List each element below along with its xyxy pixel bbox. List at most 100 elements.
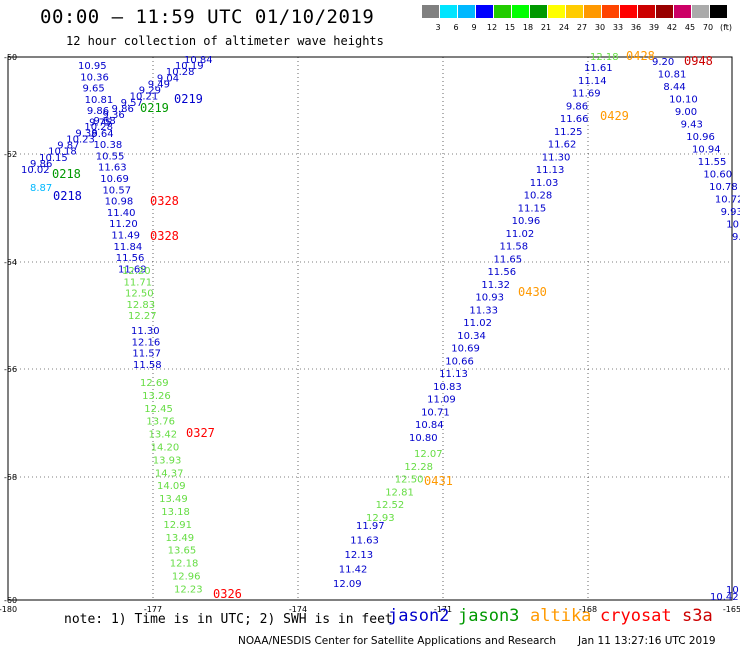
wave-height-reading: 11.84 [114,242,143,253]
wave-height-reading: 9.38 [75,128,97,139]
wave-height-reading: 13.49 [166,533,195,544]
wave-height-reading: 10.78 [709,182,738,193]
wave-height-reading: 10.23 [66,134,95,145]
wave-height-reading: 9.36 [103,110,125,121]
wave-height-reading: 13.42 [149,430,178,441]
wave-height-reading: 11.03 [530,178,559,189]
wave-height-reading: 10.42 [710,592,739,603]
colorbar-swatch [530,5,547,18]
wave-height-reading: 12.28 [404,462,433,473]
legend-s3a: s3a [682,606,713,626]
pass-time-tag: 0218 [52,167,81,181]
wave-height-reading: 14.20 [151,443,180,454]
latitude-label: -60 [4,596,17,605]
legend-jason3: jason3 [458,606,520,626]
wave-height-reading: 11.69 [572,89,601,100]
wave-height-reading: 11.71 [124,277,153,288]
colorbar-swatch [584,5,601,18]
wave-height-reading: 10.81 [658,70,687,81]
pass-time-tag: 0328 [150,194,179,208]
wave-height-reading: 10.28 [166,67,195,78]
wave-height-reading: 11.66 [560,114,589,125]
latitude-label: -54 [4,258,17,267]
colorbar-label: 3 [435,23,441,32]
wave-height-reading: 9.93 [721,207,740,218]
colorbar-label: 39 [648,23,660,32]
legend-altika: altika [530,606,592,626]
wave-height-reading: 10.94 [692,145,721,156]
legend-jason2: jason2 [388,606,450,626]
wave-height-reading: 11.33 [469,305,498,316]
wave-height-reading: 13.76 [146,417,175,428]
wave-height-reading: 8.44 [663,82,685,93]
wave-height-reading: 11.13 [536,165,565,176]
wave-height-reading: 11.32 [481,280,510,291]
wave-height-reading: 12.50 [125,289,154,300]
wave-height-reading: 9.86 [30,159,52,170]
wave-height-reading: 14.37 [155,468,184,479]
wave-height-reading: 11.20 [109,219,138,230]
wave-height-reading: 10.83 [433,382,462,393]
pass-time-tag: 0428 [626,49,655,63]
colorbar-swatch [494,5,511,18]
colorbar-label: 33 [612,23,624,32]
wave-height-reading: 11.30 [131,326,160,337]
wave-height-reading: 12.93 [366,513,395,524]
wave-height-reading: 10.71 [421,407,450,418]
wave-height-reading: 13.49 [159,494,188,505]
wave-height-reading: 11.13 [439,369,468,380]
wave-height-reading: 12.81 [385,487,414,498]
wave-height-reading: 10.57 [102,185,131,196]
latitude-label: -56 [4,365,17,374]
wave-height-reading: 13.93 [153,455,182,466]
wave-height-reading: 12.23 [174,584,203,595]
wave-height-reading: 9.68 [93,116,115,127]
wave-height-reading: 14.09 [157,481,186,492]
wave-height-reading: 10.66 [445,356,474,367]
map-title: 00:00 – 11:59 UTC 01/10/2019 [40,6,375,28]
colorbar-label: 30 [594,23,606,32]
colorbar-label: 18 [522,23,534,32]
longitude-label: -180 [0,605,17,614]
wave-height-reading: 9.75 [89,118,111,129]
pass-time-tag: 0219 [140,101,169,115]
wave-height-reading: 11.58 [500,242,529,253]
footer-note: note: 1) Time is in UTC; 2) SWH is in fe… [64,612,393,627]
colorbar-label: 15 [504,23,516,32]
wave-height-reading: 10.80 [409,433,438,444]
wave-height-reading: 11.55 [698,157,727,168]
wave-height-reading: 12.16 [132,337,161,348]
wave-height-reading: 11.58 [133,360,162,371]
wave-height-reading: 13.26 [142,391,171,402]
map-frame [7,56,733,601]
wave-height-reading: 10.60 [703,170,732,181]
colorbar-swatch [656,5,673,18]
colorbar-label: 6 [453,23,459,32]
wave-height-reading: 10.34 [457,331,486,342]
latitude-label: -50 [4,53,17,62]
colorbar-label: 45 [684,23,696,32]
wave-height-reading: 11.56 [487,267,516,278]
credit-line: NOAA/NESDIS Center for Satellite Applica… [238,635,556,647]
colorbar-swatch [674,5,691,18]
wave-height-reading: 9.43 [681,120,703,131]
wave-height-reading: 12.50 [395,475,424,486]
wave-height-reading: 11.69 [118,264,147,275]
longitude-label: -177 [144,605,162,614]
colorbar-label: 27 [576,23,588,32]
wave-height-reading: 10.36 [80,72,109,83]
wave-height-reading: 10.10 [669,95,698,106]
wave-height-reading: 12.27 [128,311,157,322]
colorbar-swatch [440,5,457,18]
wave-height-reading: 8.87 [30,183,52,194]
colorbar-label: 70 [702,23,714,32]
wave-height-reading: 10.55 [96,151,125,162]
wave-height-reading: 9.87 [57,141,79,152]
wave-height-reading: 12.91 [163,520,192,531]
wave-height-reading: 13.18 [161,507,190,518]
wave-height-reading: 11.09 [427,395,456,406]
wave-height-reading: 11.49 [111,231,140,242]
wave-height-reading: 11.02 [506,229,535,240]
colorbar-swatch [512,5,529,18]
